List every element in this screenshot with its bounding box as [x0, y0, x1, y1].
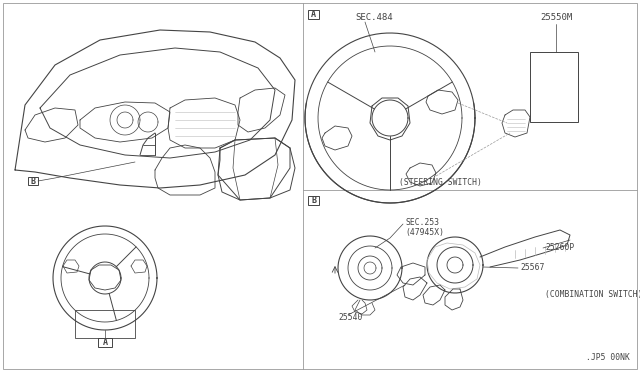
- Bar: [98, 338, 112, 347]
- Text: B: B: [311, 196, 316, 205]
- Bar: [308, 196, 319, 205]
- Text: 25567: 25567: [520, 263, 545, 273]
- Text: .JP5 00NK: .JP5 00NK: [586, 353, 630, 362]
- Bar: [75, 310, 135, 338]
- Text: (COMBINATION SWITCH): (COMBINATION SWITCH): [545, 291, 640, 299]
- Text: A: A: [311, 10, 316, 19]
- Bar: [530, 52, 578, 122]
- Bar: [308, 10, 319, 19]
- Text: (STEERING SWITCH): (STEERING SWITCH): [399, 177, 481, 186]
- Text: 25260P: 25260P: [545, 244, 574, 253]
- Text: SEC.253
(47945X): SEC.253 (47945X): [405, 218, 444, 237]
- Text: B: B: [31, 176, 35, 186]
- Text: A: A: [102, 338, 108, 347]
- Text: SEC.484: SEC.484: [355, 13, 392, 22]
- Text: 25550M: 25550M: [540, 13, 572, 22]
- Bar: [28, 177, 38, 185]
- Text: 25540: 25540: [338, 314, 362, 323]
